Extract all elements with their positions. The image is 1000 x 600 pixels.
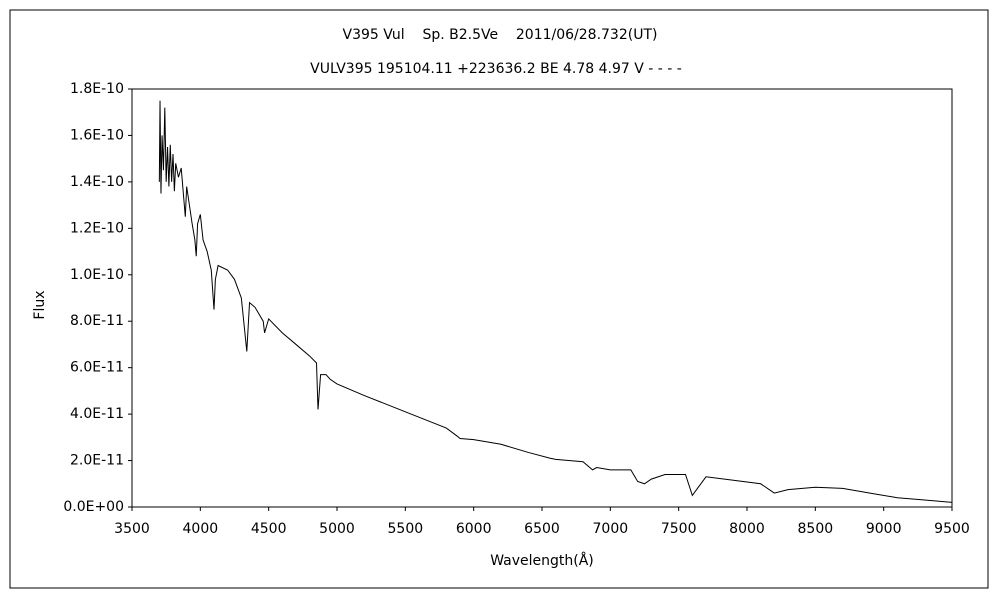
- y-tick-label: 1.4E-10: [70, 174, 124, 190]
- x-tick-label: 9000: [866, 521, 902, 537]
- x-tick-label: 5500: [388, 521, 424, 537]
- x-tick-label: 8500: [798, 521, 834, 537]
- x-tick-label: 5000: [319, 521, 355, 537]
- x-tick-label: 7000: [593, 521, 629, 537]
- y-tick-label: 1.6E-10: [70, 127, 124, 143]
- x-tick-label: 9500: [934, 521, 970, 537]
- x-tick-label: 7500: [661, 521, 697, 537]
- x-axis-label: Wavelength(Å): [490, 552, 594, 569]
- y-axis-label: Flux: [32, 290, 48, 319]
- x-tick-label: 4500: [251, 521, 287, 537]
- y-tick-label: 6.0E-11: [70, 360, 124, 376]
- spectrum-line: [158, 100, 953, 503]
- y-tick-label: 0.0E+00: [63, 499, 124, 515]
- y-tick-label: 1.8E-10: [70, 81, 124, 97]
- y-tick-label: 1.2E-10: [70, 220, 124, 236]
- chart-frame: [9, 9, 989, 589]
- y-tick-label: 4.0E-11: [70, 406, 124, 422]
- y-tick-label: 2.0E-11: [70, 453, 124, 469]
- x-tick-label: 6000: [456, 521, 492, 537]
- chart-subtitle: VULV395 195104.11 +223636.2 BE 4.78 4.97…: [310, 61, 682, 77]
- x-tick-label: 8000: [729, 521, 765, 537]
- x-tick-label: 6500: [524, 521, 560, 537]
- y-tick-label: 8.0E-11: [70, 313, 124, 329]
- x-tick-label: 4000: [183, 521, 219, 537]
- y-tick-label: 1.0E-10: [70, 267, 124, 283]
- chart-title: V395 Vul Sp. B2.5Ve 2011/06/28.732(UT): [343, 27, 658, 43]
- x-tick-label: 3500: [114, 521, 150, 537]
